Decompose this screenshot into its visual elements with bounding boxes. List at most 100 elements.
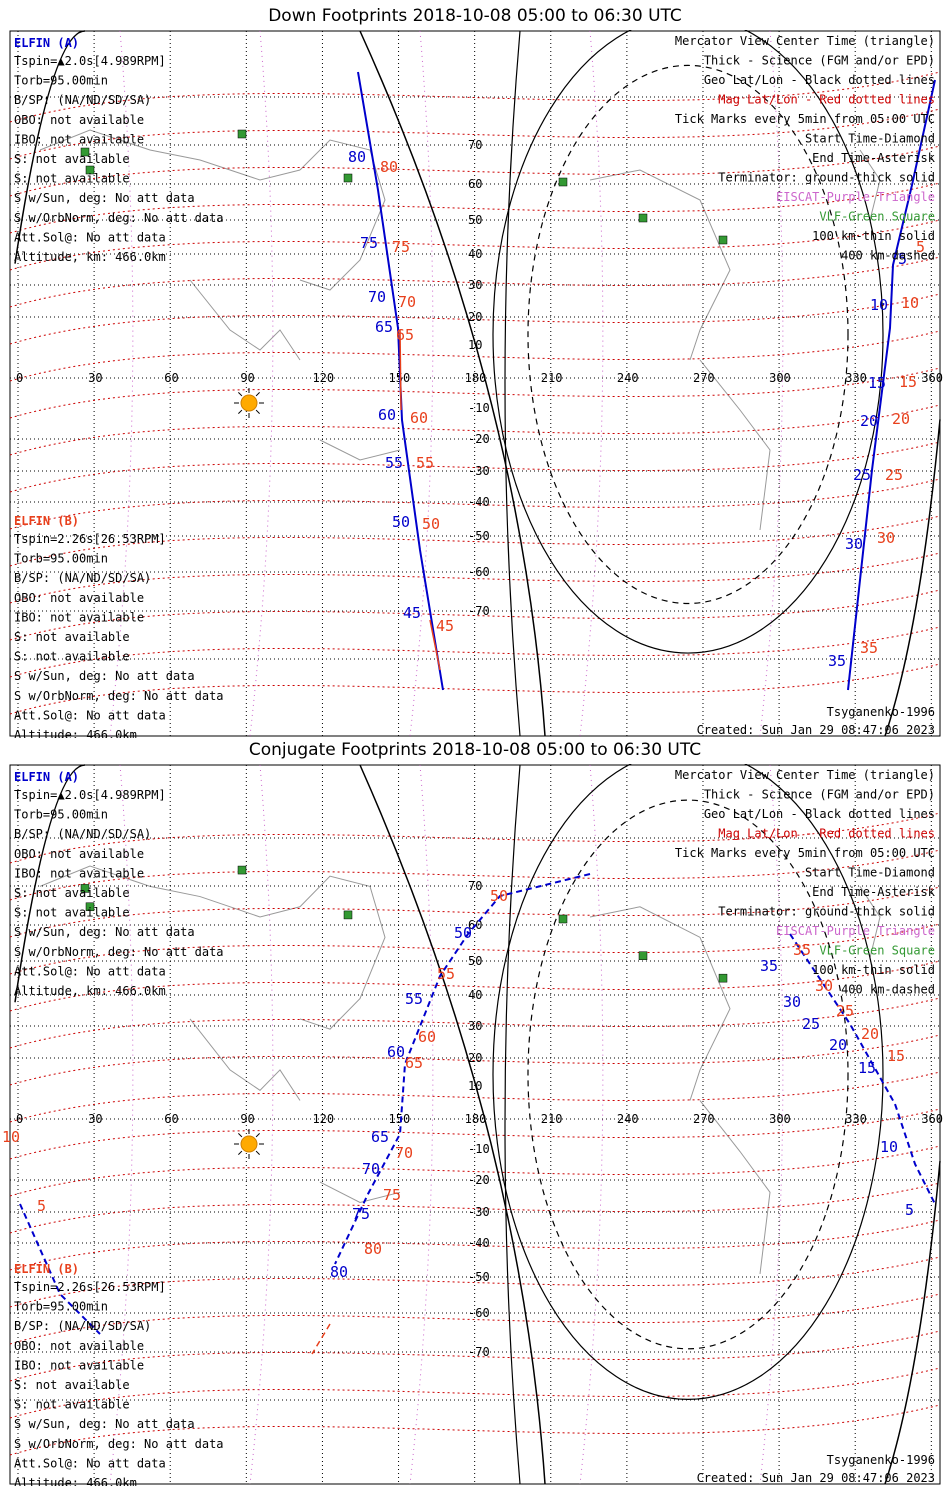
elfin-a-info-line: Altitude, km: 466.0km — [14, 250, 166, 264]
sun-ray — [238, 1150, 243, 1155]
elfin-a-info-line: S: not available — [14, 886, 130, 900]
legend-line: Tick Marks every 5min from 05:00 UTC — [675, 112, 935, 126]
elfin-b-tick-label: 10 — [901, 294, 919, 312]
legend-line: End Time-Asterisk — [812, 885, 936, 899]
elfin-b-info-line: Tspin=2.26s[26.53RPM] — [14, 1280, 166, 1294]
elfin-b-tick-label: 20 — [861, 1025, 879, 1043]
elfin-a-info-line: S: not available — [14, 906, 130, 920]
elfin-b-info-line: S w/OrbNorm, deg: No att data — [14, 1437, 224, 1451]
lat-label: -20 — [468, 432, 490, 446]
elfin-b-info-line: S: not available — [14, 1398, 130, 1412]
sun-ray — [238, 392, 243, 397]
mag-meridian-line — [579, 764, 604, 1485]
lon-label: 300 — [769, 1112, 791, 1126]
elfin-b-tick-label: 45 — [436, 617, 454, 635]
vlf-green-square — [343, 910, 353, 920]
elfin-b-track — [399, 329, 402, 411]
mag-parallel-line — [9, 515, 941, 567]
mag-parallel-line — [9, 404, 941, 456]
vlf-green-square — [343, 173, 353, 183]
elfin-a-info-line: S: not available — [14, 172, 130, 186]
sun-icon — [240, 1135, 258, 1153]
terminator-ground — [359, 764, 546, 1485]
elfin-b-info-line: Altitude: 466.0km — [14, 1476, 137, 1486]
mag-parallel-line — [9, 71, 941, 123]
elfin-a-tick-label: 80 — [348, 148, 366, 166]
panel-title-conjugate: Conjugate Footprints 2018-10-08 05:00 to… — [248, 740, 702, 760]
lon-label: 360 — [921, 371, 943, 385]
elfin-a-tick-label: 55 — [405, 990, 423, 1008]
lon-label: 60 — [164, 1112, 178, 1126]
elfin-a-info-line: B/SP: (NA/ND/SD/SA) — [14, 827, 151, 841]
elfin-b-tick-label: 5 — [37, 1197, 46, 1215]
terminator-400km — [527, 64, 849, 605]
mag-parallel-line — [9, 293, 941, 345]
elfin-b-info-line: S: not available — [14, 1378, 130, 1392]
sun-ray — [255, 1133, 260, 1138]
elfin-a-info-line: S: not available — [14, 152, 130, 166]
vlf-green-square — [718, 235, 728, 245]
coastline-5 — [699, 359, 771, 531]
elfin-b-tick-label: 55 — [437, 965, 455, 983]
elfin-a-info-line: Altitude, km: 466.0km — [14, 984, 166, 998]
lat-label: -70 — [468, 1345, 490, 1359]
lon-label: 330 — [845, 371, 867, 385]
legend-line: Mag Lat/Lon - Red dotted lines — [718, 93, 935, 107]
legend-line: Tick Marks every 5min from 05:00 UTC — [675, 846, 935, 860]
elfin-b-tick-label: 25 — [836, 1002, 854, 1020]
legend-line: Thick - Science (FGM and/or EPD) — [704, 54, 935, 68]
mag-parallel-line — [9, 182, 941, 234]
elfin-a-info-line: OBO: not available — [14, 847, 144, 861]
elfin-b-info-line: IBO: not available — [14, 1358, 144, 1372]
legend-line: Mercator View Center Time (triangle) — [675, 34, 935, 48]
lat-label: 20 — [468, 310, 482, 324]
lat-label: 30 — [468, 278, 482, 292]
legend-line: 400 km-dashed — [841, 249, 935, 263]
elfin-a-info-line: IBO: not available — [14, 132, 144, 146]
elfin-a-info-line: Att.Sol@: No att data — [14, 964, 166, 978]
mag-parallel-line — [9, 886, 941, 938]
lat-label: -10 — [468, 401, 490, 415]
elfin-b-title: ELFIN (B) — [14, 514, 79, 528]
mag-parallel-line — [9, 256, 941, 308]
elfin-b-tick-label: 20 — [892, 410, 910, 428]
legend-line: EISCAT-Purple Triangle — [776, 190, 935, 204]
elfin-b-tick-label: 60 — [410, 409, 428, 427]
elfin-b-info-line: B/SP: (NA/ND/SD/SA) — [14, 571, 151, 585]
mag-parallel-line — [9, 1182, 941, 1234]
mag-meridian-line — [109, 764, 134, 1485]
elfin-a-info-line: B/SP: (NA/ND/SD/SA) — [14, 93, 151, 107]
elfin-a-info-line: Tspin=▲2.0s[4.989RPM] — [14, 788, 166, 802]
elfin-a-tick-label: 75 — [352, 1205, 370, 1223]
elfin-b-tick-label: 35 — [793, 941, 811, 959]
elfin-b-info-line: Att.Sol@: No att data — [14, 1456, 166, 1470]
legend-line: Mag Lat/Lon - Red dotted lines — [718, 827, 935, 841]
mag-meridian-line — [249, 764, 274, 1485]
elfin-a-info-line: S w/OrbNorm, deg: No att data — [14, 211, 224, 225]
coastline-3 — [319, 439, 401, 461]
elfin-b-info-line: B/SP: (NA/ND/SD/SA) — [14, 1319, 151, 1333]
elfin-b-info-line: S: not available — [14, 630, 130, 644]
elfin-a-tick-label: 10 — [870, 296, 888, 314]
elfin-b-info-line: S: not available — [14, 650, 130, 664]
elfin-b-tick-label: 75 — [392, 238, 410, 256]
lat-label: 50 — [468, 954, 482, 968]
mag-parallel-line — [9, 1293, 941, 1345]
legend-line: 100 km-thin solid — [812, 229, 935, 243]
vlf-green-square — [558, 177, 568, 187]
elfin-a-tick-label: 75 — [360, 234, 378, 252]
lat-label: 30 — [468, 1019, 482, 1033]
mag-parallel-line — [9, 626, 941, 678]
vlf-green-square — [558, 914, 568, 924]
lon-label: 240 — [617, 371, 639, 385]
vlf-green-square — [638, 213, 648, 223]
lon-label: 30 — [88, 371, 102, 385]
elfin-b-info-line: Altitude: 466.0km — [14, 728, 137, 738]
elfin-b-tick-label: 50 — [422, 515, 440, 533]
elfin-a-info-line: S w/Sun, deg: No att data — [14, 191, 195, 205]
coastline-6 — [859, 886, 881, 958]
elfin-b-tick-label: 80 — [364, 1240, 382, 1258]
footer-model: Tsyganenko-1996 — [827, 705, 935, 719]
lat-label: -30 — [468, 1205, 490, 1219]
elfin-b-info-line: S w/Sun, deg: No att data — [14, 1417, 195, 1431]
